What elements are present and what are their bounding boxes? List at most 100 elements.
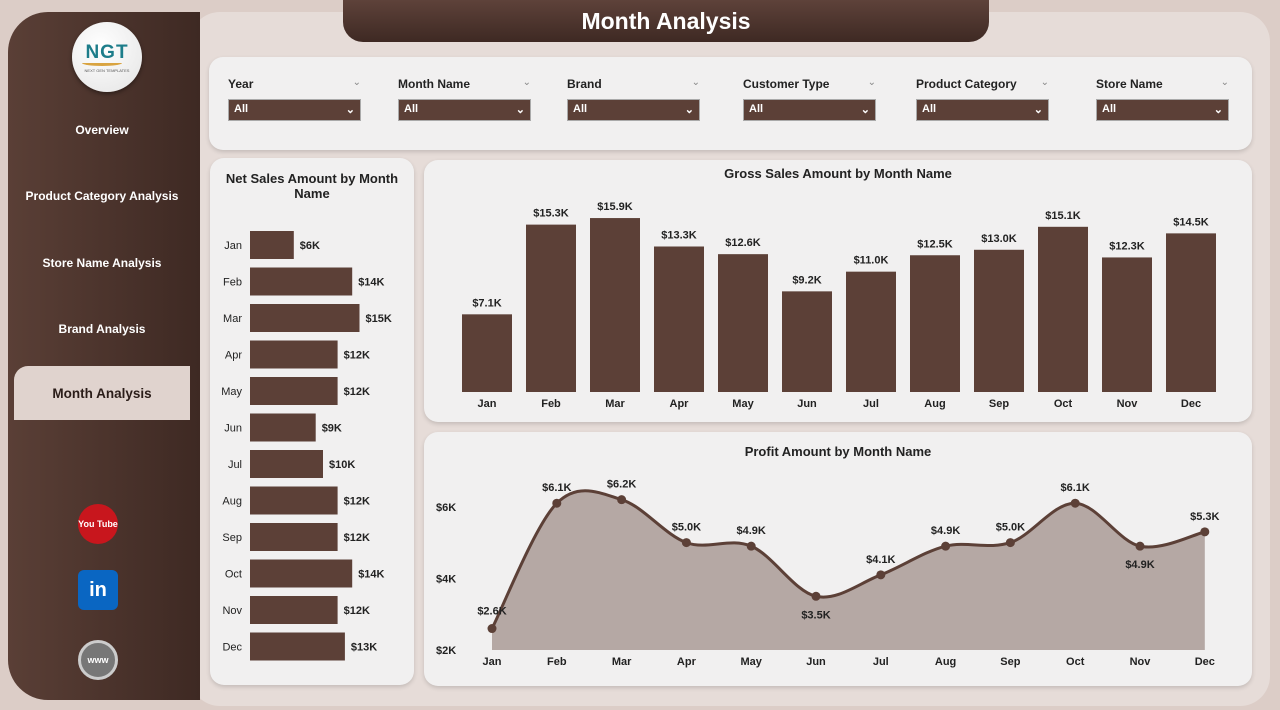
data-point — [487, 624, 497, 634]
data-label: $12K — [344, 386, 370, 398]
month-label: Mar — [223, 313, 242, 325]
y-tick: $2K — [436, 645, 456, 657]
data-label: $4.9K — [1125, 559, 1154, 571]
data-point — [1005, 538, 1015, 548]
filter-value: All — [1102, 103, 1117, 115]
filter-dropdown[interactable]: All ⌄ — [916, 99, 1049, 121]
filter-dropdown[interactable]: All ⌄ — [228, 99, 361, 121]
bar — [654, 246, 704, 392]
data-label: $14K — [358, 569, 384, 581]
sidebar: NGT NEXT GEN TEMPLATES — [8, 12, 200, 700]
data-label: $5.0K — [672, 522, 701, 534]
chevron-down-icon: ⌄ — [515, 104, 525, 116]
data-label: $4.9K — [737, 525, 766, 537]
month-label: Dec — [1181, 398, 1201, 410]
gross-sales-chart: $7.1K Jan $15.3K Feb $15.9K Mar $13.3K Apr $12.6… — [462, 201, 1216, 410]
linkedin-icon[interactable]: in — [78, 570, 118, 610]
bar — [846, 271, 896, 392]
filter-label-text: Product Category — [916, 77, 1017, 91]
data-label: $14.5K — [1173, 216, 1209, 228]
data-label: $13.0K — [981, 233, 1017, 245]
filter-dropdown[interactable]: All ⌄ — [743, 99, 876, 121]
bar — [250, 632, 345, 661]
month-label: May — [740, 656, 762, 668]
filter-dropdown[interactable]: All ⌄ — [567, 99, 700, 121]
month-label: Jan — [224, 240, 242, 252]
chevron-down-icon[interactable]: ⌄ — [1220, 77, 1229, 88]
data-label: $6K — [300, 240, 320, 252]
data-point — [1200, 527, 1210, 537]
filter-value: All — [234, 103, 249, 115]
chevron-down-icon[interactable]: ⌄ — [522, 77, 531, 88]
month-label: Sep — [222, 532, 242, 544]
bar — [250, 304, 360, 332]
filter-product-category: Product Category ⌄ All ⌄ — [916, 77, 1049, 121]
filter-dropdown[interactable]: All ⌄ — [1096, 99, 1229, 121]
sidebar-item-overview[interactable]: Overview — [75, 123, 129, 137]
filter-label-text: Month Name — [398, 77, 470, 91]
data-label: $13K — [351, 642, 377, 654]
chevron-down-icon: ⌄ — [1033, 104, 1043, 116]
data-point — [811, 591, 821, 601]
area-fill — [492, 490, 1205, 650]
data-label: $14K — [358, 277, 384, 289]
data-label: $6.1K — [542, 482, 571, 494]
filter-value: All — [404, 103, 419, 115]
chevron-down-icon[interactable]: ⌄ — [1040, 77, 1049, 88]
filter-value: All — [749, 103, 764, 115]
chevron-down-icon[interactable]: ⌄ — [867, 77, 876, 88]
data-label: $6.2K — [607, 479, 636, 491]
data-label: $5.3K — [1190, 511, 1219, 523]
sidebar-item-store-name-analysis[interactable]: Store Name Analysis — [42, 256, 162, 270]
filter-label-text: Year — [228, 77, 254, 91]
data-point — [1135, 541, 1145, 551]
chevron-down-icon: ⌄ — [860, 104, 870, 116]
profit-chart: $2K $4K $6K $2.6K Jan $6.1K Feb $6.2K Mar $5.0K Ap… — [436, 479, 1220, 668]
month-label: Oct — [1066, 656, 1085, 668]
chart-title: Profit Amount by Month Name — [744, 444, 932, 459]
month-label: Jun — [797, 398, 817, 410]
chart-title: Net Sales Amount by Month Name — [225, 171, 399, 201]
data-label: $4.9K — [931, 525, 960, 537]
bar — [782, 291, 832, 392]
page-title: Month Analysis — [343, 0, 989, 42]
bar — [250, 486, 338, 515]
bar — [718, 254, 768, 392]
sidebar-item-brand-analysis[interactable]: Brand Analysis — [58, 322, 146, 336]
youtube-icon[interactable]: You Tube — [78, 504, 118, 544]
month-label: Nov — [1130, 656, 1152, 668]
globe-icon[interactable]: www — [78, 640, 118, 680]
month-label: Oct — [1054, 398, 1073, 410]
gross-sales-panel: Gross Sales Amount by Month Name $7.1K Ja… — [424, 160, 1252, 422]
month-label: Dec — [222, 642, 242, 654]
sidebar-item-month-analysis[interactable]: Month Analysis — [14, 366, 190, 420]
month-label: Oct — [225, 569, 242, 581]
bar — [910, 255, 960, 392]
data-point — [941, 541, 951, 551]
bar — [1166, 233, 1216, 392]
filter-label: Store Name ⌄ — [1096, 77, 1229, 91]
data-label: $15.1K — [1045, 210, 1081, 222]
data-label: $15.9K — [597, 201, 633, 213]
data-label: $12.5K — [917, 238, 953, 250]
bar — [974, 249, 1024, 392]
chevron-down-icon[interactable]: ⌄ — [352, 77, 361, 88]
month-label: Mar — [612, 656, 632, 668]
data-label: $15.3K — [533, 208, 569, 220]
month-label: Feb — [541, 398, 561, 410]
data-label: $15K — [366, 313, 392, 325]
chevron-down-icon: ⌄ — [1213, 104, 1223, 116]
chevron-down-icon[interactable]: ⌄ — [691, 77, 700, 88]
bar — [250, 413, 316, 442]
bar — [250, 267, 353, 296]
data-label: $13.3K — [661, 229, 697, 241]
filter-dropdown[interactable]: All ⌄ — [398, 99, 531, 121]
bar — [590, 218, 640, 392]
data-label: $10K — [329, 459, 355, 471]
bar — [250, 340, 338, 369]
bar — [250, 559, 353, 588]
data-point — [681, 538, 691, 548]
sidebar-item-product-category-analysis[interactable]: Product Category Analysis — [25, 189, 179, 203]
bar — [1102, 257, 1152, 392]
filter-label: Brand ⌄ — [567, 77, 700, 91]
